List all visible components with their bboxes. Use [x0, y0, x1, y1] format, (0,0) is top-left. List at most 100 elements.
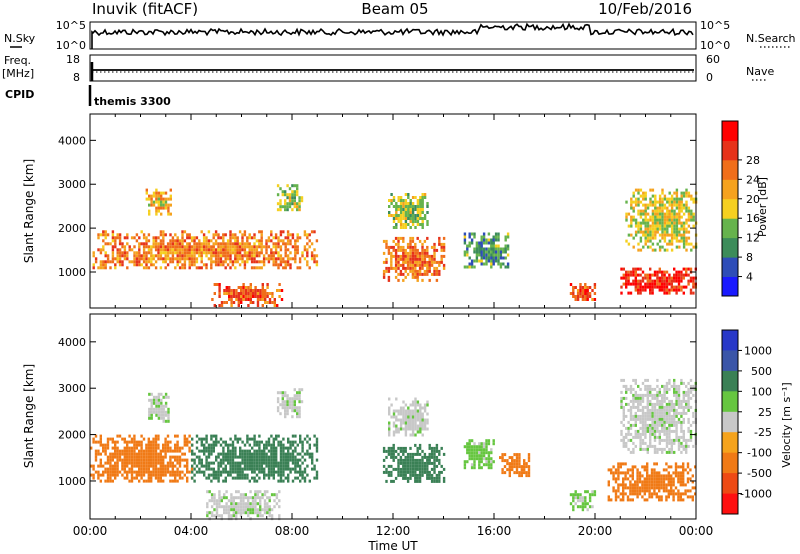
range-gate-cell [682, 447, 685, 451]
range-gate-cell [227, 508, 231, 512]
range-gate-cell [272, 458, 275, 462]
range-gate-cell [218, 490, 221, 494]
range-gate-cell [275, 452, 278, 456]
range-gate-cell [682, 492, 685, 496]
range-gate-cell [215, 505, 219, 509]
range-gate-cell [311, 455, 314, 459]
range-gate-cell [92, 476, 95, 480]
range-gate-cell [399, 427, 403, 431]
range-gate-cell [298, 397, 301, 401]
range-gate-cell [397, 263, 400, 267]
range-gate-cell [178, 473, 182, 477]
range-gate-cell [190, 248, 194, 252]
range-gate-cell [236, 236, 239, 240]
range-gate-cell [193, 245, 196, 249]
range-gate-cell [198, 245, 201, 249]
range-gate-cell [286, 412, 289, 416]
range-gate-cell [140, 476, 143, 480]
range-gate-cell [147, 266, 151, 270]
range-gate-cell [402, 239, 405, 243]
range-gate-cell [438, 479, 441, 483]
range-gate-cell [416, 458, 419, 462]
range-gate-cell [668, 203, 671, 207]
range-gate-cell [205, 251, 208, 255]
range-gate-cell [315, 473, 319, 477]
range-gate-cell [442, 263, 446, 267]
range-gate-cell [675, 227, 679, 231]
range-gate-cell [166, 257, 170, 261]
range-gate-cell [240, 301, 243, 304]
range-gate-cell [162, 410, 165, 414]
range-gate-cell [260, 440, 263, 444]
range-gate-cell [296, 415, 299, 419]
range-gate-cell [261, 508, 264, 512]
range-gate-cell [409, 433, 412, 437]
range-gate-cell [646, 285, 649, 289]
range-gate-cell [231, 245, 235, 249]
range-gate-cell [404, 260, 407, 264]
range-gate-cell [625, 432, 628, 436]
range-gate-cell [426, 236, 429, 240]
range-gate-cell [641, 447, 645, 451]
range-gate-cell [207, 449, 211, 453]
range-gate-cell [411, 272, 415, 276]
range-gate-cell [181, 230, 184, 234]
range-gate-cell [641, 414, 645, 418]
range-gate-cell [263, 505, 267, 509]
range-gate-cell [259, 508, 262, 512]
range-gate-cell [215, 499, 219, 503]
range-gate-cell [395, 211, 398, 214]
range-gate-cell [181, 452, 184, 456]
range-gate-cell [298, 205, 301, 209]
range-gate-cell [634, 414, 637, 418]
range-gate-cell [250, 254, 254, 258]
range-gate-cell [650, 477, 654, 481]
range-gate-cell [672, 489, 675, 493]
range-gate-cell [142, 458, 146, 462]
range-gate-cell [102, 230, 105, 234]
range-gate-cell [254, 490, 257, 494]
range-gate-cell [402, 470, 405, 474]
range-gate-cell [281, 193, 284, 197]
range-gate-cell [673, 227, 676, 231]
range-gate-cell [255, 452, 259, 456]
range-gate-cell [627, 429, 630, 433]
range-gate-cell [649, 414, 652, 418]
range-gate-cell [263, 467, 266, 471]
range-gate-cell [193, 461, 196, 465]
range-gate-cell [123, 449, 126, 453]
range-gate-cell [692, 393, 695, 397]
range-gate-cell [390, 403, 393, 407]
range-gate-cell [164, 464, 167, 468]
range-gate-cell [242, 283, 245, 286]
range-gate-cell [106, 473, 110, 477]
range-gate-cell [414, 452, 417, 456]
range-gate-cell [159, 239, 163, 243]
range-gate-cell [682, 285, 685, 289]
range-gate-cell [682, 191, 686, 195]
range-gate-cell [651, 417, 654, 421]
range-gate-cell [433, 479, 436, 483]
range-gate-cell [166, 242, 170, 246]
range-gate-cell [253, 467, 256, 471]
range-gate-cell [438, 269, 441, 273]
range-gate-cell [198, 470, 201, 474]
range-gate-cell [614, 495, 618, 499]
range-gate-cell [423, 427, 427, 431]
range-gate-cell [682, 429, 685, 433]
range-gate-cell [497, 238, 500, 242]
range-gate-cell [610, 498, 613, 502]
range-gate-cell [294, 434, 297, 438]
range-gate-cell [256, 490, 259, 494]
range-gate-cell [656, 215, 659, 219]
range-gate-cell [220, 301, 224, 304]
range-gate-cell [215, 458, 218, 462]
range-gate-cell [426, 461, 429, 465]
range-gate-cell [406, 476, 410, 480]
x-axis-label: Time UT [367, 539, 418, 553]
range-gate-cell [109, 467, 112, 471]
range-gate-cell [579, 499, 582, 503]
range-gate-cell [258, 455, 261, 459]
range-gate-cell [661, 197, 664, 201]
range-gate-cell [235, 505, 238, 509]
